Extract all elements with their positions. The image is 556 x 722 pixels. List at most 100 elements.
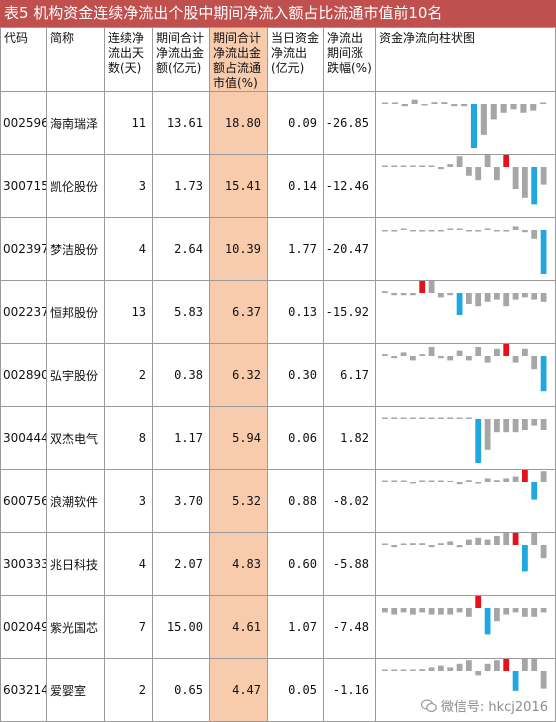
flow-bar — [400, 543, 407, 545]
flow-bar — [391, 480, 398, 482]
flow-bar — [540, 102, 547, 104]
flow-bar — [400, 669, 407, 671]
cell-days: 4 — [104, 532, 153, 596]
cell-today: 1.07 — [267, 595, 324, 659]
flow-bar — [410, 543, 416, 545]
flow-bar — [475, 537, 482, 545]
cell-ratio: 5.32 — [209, 469, 268, 533]
flow-bar — [503, 659, 510, 671]
cell-name: 海南瑞泽 — [46, 91, 105, 155]
cell-chart — [375, 532, 556, 596]
flow-bar — [484, 293, 491, 302]
cell-code: 002596 — [0, 91, 47, 155]
flow-bar — [391, 165, 398, 167]
flow-bar — [475, 293, 482, 307]
flow-bar — [466, 608, 472, 617]
flow-bar — [466, 356, 472, 361]
table-row: 002890 弘宇股份 2 0.38 6.32 0.30 6.17 — [0, 343, 556, 407]
flow-bar — [391, 356, 398, 359]
cell-code: 300444 — [0, 406, 47, 470]
flow-bar — [522, 293, 528, 298]
header-days: 连续净流出天数(天) — [104, 27, 153, 92]
cell-change: -12.46 — [323, 154, 376, 218]
flow-bar — [456, 608, 463, 613]
flow-bar — [503, 478, 510, 482]
cell-chart — [375, 280, 556, 344]
flow-bar — [447, 164, 454, 167]
flow-bar — [428, 545, 435, 548]
flow-bar — [512, 226, 519, 230]
flow-bar — [475, 671, 482, 676]
flow-bar-chart — [382, 155, 547, 205]
cell-days: 4 — [104, 217, 153, 281]
flow-bar — [428, 230, 435, 232]
flow-bar — [512, 671, 519, 691]
cell-ratio: 6.37 — [209, 280, 268, 344]
flow-bar — [400, 293, 407, 296]
cell-days: 2 — [104, 658, 153, 722]
flow-bar — [419, 608, 426, 613]
flow-bar — [531, 293, 538, 300]
cell-code: 002049 — [0, 595, 47, 659]
table-row: 300715 凯伦股份 3 1.73 15.41 0.14 -12.46 — [0, 154, 556, 218]
flow-bar — [400, 228, 407, 230]
cell-name: 恒邦股份 — [46, 280, 105, 344]
flow-bar — [391, 417, 398, 419]
flow-bar — [484, 663, 491, 671]
flow-bar — [382, 291, 388, 293]
flow-bar — [410, 669, 416, 671]
cell-amount: 1.17 — [152, 406, 210, 470]
cell-days: 8 — [104, 406, 153, 470]
flow-bar — [428, 667, 435, 671]
cell-today: 0.88 — [267, 469, 324, 533]
cell-code: 002890 — [0, 343, 47, 407]
cell-chart — [375, 91, 556, 155]
cell-chart — [375, 595, 556, 659]
flow-bar — [503, 419, 510, 433]
flow-bar — [540, 293, 547, 302]
flow-bar — [540, 356, 547, 392]
flow-bar-chart — [382, 417, 547, 463]
flow-bar — [531, 659, 538, 671]
flow-bar — [438, 356, 444, 359]
cell-code: 600756 — [0, 469, 47, 533]
flow-bar — [475, 419, 482, 463]
flow-bar — [382, 669, 388, 671]
flow-bar — [456, 417, 463, 419]
flow-bar — [500, 104, 507, 113]
flow-bar — [484, 539, 491, 545]
flow-bar — [431, 102, 438, 104]
flow-bar — [382, 608, 388, 613]
cell-code: 603214 — [0, 658, 47, 722]
cell-change: -20.47 — [323, 217, 376, 281]
flow-bar — [475, 230, 482, 232]
flow-bar — [428, 480, 435, 482]
cell-days: 7 — [104, 595, 153, 659]
flow-bar — [447, 417, 454, 419]
flow-bar — [466, 293, 472, 304]
cell-chart — [375, 343, 556, 407]
flow-bar — [438, 293, 444, 298]
flow-bar — [401, 104, 408, 107]
header-change: 净流出期间涨跌幅(%) — [323, 27, 376, 92]
flow-bar — [447, 608, 454, 615]
flow-bar — [419, 417, 426, 419]
cell-today: 0.60 — [267, 532, 324, 596]
flow-bar — [456, 482, 463, 485]
flow-bar — [540, 230, 547, 274]
flow-bar — [484, 228, 491, 230]
flow-bar — [428, 347, 435, 356]
flow-bar — [490, 104, 497, 120]
flow-bar — [400, 352, 407, 356]
flow-bar — [466, 660, 472, 671]
flow-bar — [438, 543, 444, 545]
flow-bar — [503, 608, 510, 615]
flow-bar — [470, 104, 477, 148]
cell-amount: 2.64 — [152, 217, 210, 281]
flow-bar — [456, 293, 463, 315]
flow-bar — [410, 293, 416, 296]
flow-bar — [531, 533, 538, 545]
flow-bar — [531, 356, 538, 370]
flow-bar — [400, 165, 407, 167]
flow-bar — [480, 104, 487, 135]
